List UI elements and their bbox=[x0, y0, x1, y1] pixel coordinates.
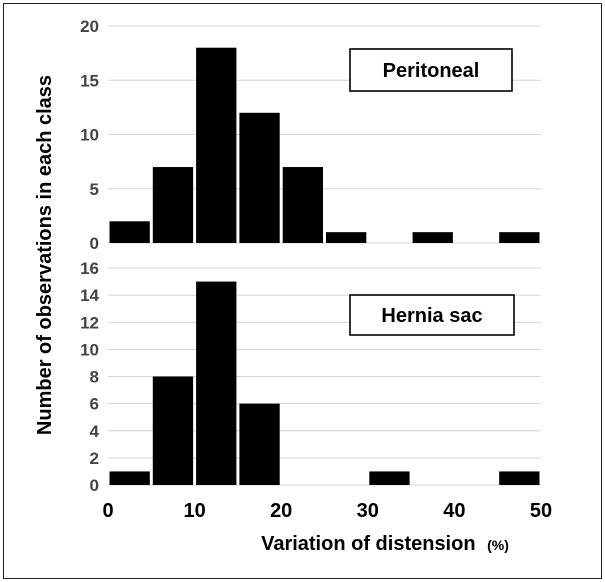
y-tick-label: 4 bbox=[90, 422, 100, 441]
y-tick-label: 2 bbox=[90, 449, 99, 468]
y-tick-label: 0 bbox=[90, 476, 99, 495]
y-tick-label: 5 bbox=[90, 180, 99, 199]
histogram-bar bbox=[282, 167, 323, 243]
x-axis-label: Variation of distension (%) bbox=[261, 533, 509, 555]
histogram-bar bbox=[109, 471, 150, 485]
histogram-bar bbox=[152, 167, 194, 243]
legend-hernia-sac-box bbox=[349, 294, 515, 336]
x-axis-label-main: Variation of distension bbox=[261, 533, 475, 555]
legend-hernia-sac: Hernia sac bbox=[349, 294, 515, 336]
x-axis-unit: (%) bbox=[487, 537, 509, 553]
x-ticks: 0 10 20 30 40 50 bbox=[102, 500, 552, 522]
legend-peritoneal: Peritoneal bbox=[349, 48, 513, 92]
legend-peritoneal-label: Peritoneal bbox=[383, 60, 480, 82]
histogram-bar bbox=[499, 471, 540, 485]
histogram-bar bbox=[239, 112, 280, 243]
histogram-bar bbox=[326, 232, 367, 243]
x-tick-label: 0 bbox=[102, 500, 113, 522]
bars-layer bbox=[109, 47, 540, 485]
x-tick-label: 30 bbox=[357, 500, 379, 522]
y-tick-label: 14 bbox=[80, 286, 99, 305]
y-tick-label: 8 bbox=[90, 368, 99, 387]
histogram-bar bbox=[152, 376, 194, 485]
y-axis-label: Number of observations in each class bbox=[34, 75, 56, 435]
histogram-bar bbox=[109, 221, 150, 243]
x-tick-label: 20 bbox=[270, 500, 292, 522]
histogram-bar bbox=[196, 281, 237, 485]
x-tick-label: 10 bbox=[183, 500, 205, 522]
histogram-bar bbox=[369, 471, 410, 485]
y-tick-label: 6 bbox=[90, 395, 99, 414]
y-tick-label: 15 bbox=[80, 71, 99, 90]
y-tick-label: 10 bbox=[80, 126, 99, 145]
x-tick-label: 40 bbox=[443, 500, 465, 522]
x-tick-label: 50 bbox=[530, 500, 552, 522]
y-tick-label: 0 bbox=[90, 234, 99, 253]
y-tick-label: 10 bbox=[80, 340, 99, 359]
y-tick-label: 16 bbox=[80, 259, 99, 278]
y-tick-label: 20 bbox=[80, 17, 99, 36]
histogram-bar bbox=[196, 47, 237, 244]
legend-hernia-sac-label: Hernia sac bbox=[381, 305, 482, 327]
y-ticks: 0 5 10 15 20 0 2 4 6 8 10 12 14 16 bbox=[80, 17, 99, 495]
histogram-bar bbox=[499, 232, 540, 243]
histogram-bar bbox=[239, 403, 280, 485]
legend-peritoneal-box bbox=[349, 48, 513, 92]
y-tick-label: 12 bbox=[80, 313, 99, 332]
histogram-bar bbox=[412, 232, 453, 243]
